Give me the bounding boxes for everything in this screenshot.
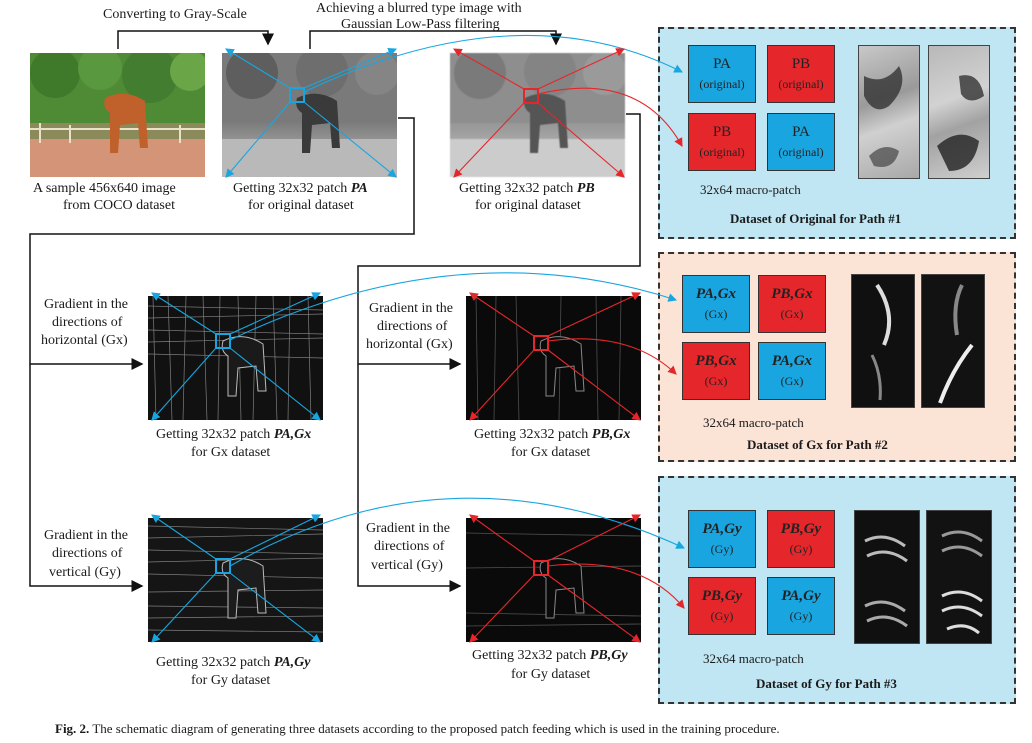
label-patchA-gx: Getting 32x32 patch PA,Gx [156, 426, 311, 443]
label-blur-line2: Gaussian Low-Pass filtering [341, 17, 500, 32]
patch-symbol: PB,Gx [591, 427, 631, 442]
cell-symbol: PB [712, 124, 732, 140]
macro-cell-3-br: PA,Gy (Gy) [767, 577, 835, 635]
sample-macro-patch-1a [858, 45, 920, 179]
cell-symbol: PA,Gy [702, 521, 742, 537]
panel-title-2: Dataset of Gx for Path #2 [747, 437, 888, 452]
cell-sub: (Gx) [780, 374, 804, 388]
patch-symbol: PA,Gx [273, 427, 312, 442]
cell-symbol: PA,Gy [781, 588, 821, 604]
label-gx-left-1: Gradient in the [44, 297, 128, 312]
gx-image-b [466, 296, 641, 420]
label-gy-left-2: directions of [52, 546, 123, 561]
cell-symbol: PB [791, 56, 811, 72]
cell-sub: (Gy) [710, 542, 734, 556]
macro-cell-1-tl: PA (original) [688, 45, 756, 103]
label-patchA-orig-2: for original dataset [248, 198, 354, 213]
label-gray-scale: Converting to Gray-Scale [103, 7, 247, 22]
label-gx-mid-3: horizontal (Gx) [366, 337, 453, 352]
label-patchB-gy-2: for Gy dataset [511, 667, 591, 682]
label-gy-left-3: vertical (Gy) [49, 565, 121, 580]
label-patchB-orig-2: for original dataset [475, 198, 581, 213]
sample-macro-patch-1b [928, 45, 990, 179]
cell-sub: (original) [778, 77, 824, 91]
cell-sub: (original) [699, 145, 745, 159]
macro-cell-2-tl: PA,Gx (Gx) [682, 275, 750, 333]
macro-patch-label-1: 32x64 macro-patch [700, 182, 801, 197]
label-patchB-gy: Getting 32x32 patch PB,Gy [472, 647, 628, 664]
cell-symbol: PA,Gx [695, 286, 737, 302]
label-gx-left-3: horizontal (Gx) [41, 333, 128, 348]
macro-cell-3-bl: PB,Gy (Gy) [688, 577, 756, 635]
macro-cell-2-tr: PB,Gx (Gx) [758, 275, 826, 333]
macro-cell-2-br: PA,Gx (Gx) [758, 342, 826, 400]
label-gy-mid-1: Gradient in the [366, 521, 450, 536]
macro-cell-3-tr: PB,Gy (Gy) [767, 510, 835, 568]
label-patchA-gy: Getting 32x32 patch PA,Gy [156, 654, 311, 671]
figure-caption: Fig. 2. The schematic diagram of generat… [55, 721, 780, 737]
patch-text: Getting 32x32 patch [474, 427, 592, 442]
macro-cell-1-br: PA (original) [767, 113, 835, 171]
patch-symbol: PB [576, 181, 595, 196]
label-patchB-gx-2: for Gx dataset [511, 445, 591, 460]
label-sample-line2: from COCO dataset [63, 198, 175, 213]
cell-symbol: PA,Gx [771, 353, 813, 369]
macro-patch-label-3: 32x64 macro-patch [703, 651, 804, 666]
caption-label: Fig. 2. [55, 721, 90, 736]
gy-image-b [466, 518, 641, 642]
patch-text: Getting 32x32 patch [233, 181, 351, 196]
cell-sub: (Gy) [710, 609, 734, 623]
patch-symbol: PA,Gy [273, 655, 311, 670]
label-patchB-gx: Getting 32x32 patch PB,Gx [474, 426, 630, 443]
coco-sample-image [30, 53, 205, 177]
patch-text: Getting 32x32 patch [459, 181, 577, 196]
label-gx-mid-1: Gradient in the [369, 301, 453, 316]
caption-text: The schematic diagram of generating thre… [89, 721, 780, 736]
sample-macro-patch-3a [854, 510, 920, 644]
cell-sub: (Gx) [704, 374, 728, 388]
label-sample-line1: A sample 456x640 image [33, 181, 176, 196]
patch-symbol: PB,Gy [589, 648, 628, 663]
label-patchA-gx-2: for Gx dataset [191, 445, 271, 460]
macro-patch-label-2: 32x64 macro-patch [703, 415, 804, 430]
grayscale-image-a [222, 53, 397, 177]
cell-sub: (Gx) [780, 307, 804, 321]
panel-title-1: Dataset of Original for Path #1 [730, 211, 902, 226]
label-gx-mid-2: directions of [377, 319, 448, 334]
macro-cell-1-bl: PB (original) [688, 113, 756, 171]
macro-cell-2-bl: PB,Gx (Gx) [682, 342, 750, 400]
cell-symbol: PB,Gx [695, 353, 737, 369]
blurred-image-b [450, 53, 625, 177]
cell-symbol: PA [713, 56, 731, 72]
label-gy-mid-3: vertical (Gy) [371, 558, 443, 573]
cell-sub: (Gx) [704, 307, 728, 321]
label-patchA-orig: Getting 32x32 patch PA [233, 180, 368, 197]
cell-symbol: PB,Gy [780, 521, 822, 537]
panel-title-3: Dataset of Gy for Path #3 [756, 676, 897, 691]
patch-symbol: PA [350, 181, 368, 196]
cell-sub: (original) [699, 77, 745, 91]
cell-symbol: PB,Gy [701, 588, 743, 604]
macro-cell-1-tr: PB (original) [767, 45, 835, 103]
patch-text: Getting 32x32 patch [472, 648, 590, 663]
macro-cell-3-tl: PA,Gy (Gy) [688, 510, 756, 568]
sample-macro-patch-2b [921, 274, 985, 408]
label-gy-mid-2: directions of [374, 539, 445, 554]
sample-macro-patch-2a [851, 274, 915, 408]
label-patchB-orig: Getting 32x32 patch PB [459, 180, 595, 197]
cell-symbol: PA [792, 124, 810, 140]
cell-symbol: PB,Gx [771, 286, 813, 302]
cell-sub: (Gy) [789, 542, 813, 556]
patch-text: Getting 32x32 patch [156, 427, 274, 442]
label-gx-left-2: directions of [52, 315, 123, 330]
label-blur-line1: Achieving a blurred type image with [316, 1, 522, 16]
cell-sub: (Gy) [789, 609, 813, 623]
label-gy-left-1: Gradient in the [44, 528, 128, 543]
cell-sub: (original) [778, 145, 824, 159]
label-patchA-gy-2: for Gy dataset [191, 673, 271, 688]
sample-macro-patch-3b [926, 510, 992, 644]
patch-text: Getting 32x32 patch [156, 655, 274, 670]
